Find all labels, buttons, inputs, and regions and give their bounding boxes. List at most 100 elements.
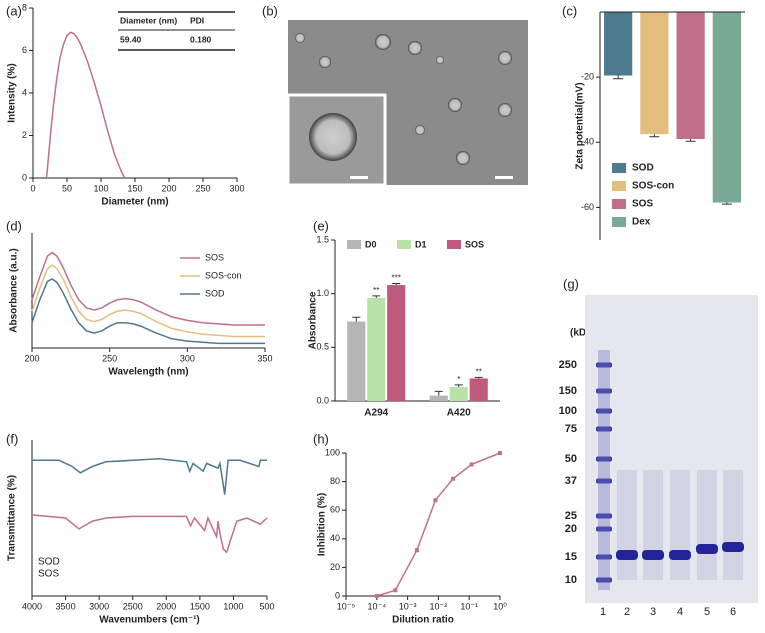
y-tick-label: 1.5	[316, 234, 329, 244]
y-tick-label: 0.0	[316, 395, 329, 405]
legend-swatch	[397, 240, 411, 249]
error-bar	[649, 134, 660, 138]
error-bar	[434, 390, 443, 396]
lane-label: 6	[730, 606, 736, 618]
x-tick-label: 250	[195, 183, 210, 193]
y-tick-label: 100	[325, 447, 340, 457]
panel-label: (b)	[262, 3, 278, 18]
error-bar	[613, 75, 624, 80]
x-tick-label: 10⁻²	[430, 601, 448, 611]
gel-band	[616, 550, 638, 560]
legend-label: D1	[415, 239, 427, 249]
y-tick-label: 0.5	[316, 342, 329, 352]
bar	[429, 395, 448, 401]
tem-image	[286, 20, 528, 187]
gel-band	[642, 550, 664, 560]
x-tick-label: 0	[30, 183, 35, 193]
x-axis-label: Wavelength (nm)	[108, 367, 188, 378]
legend-swatch	[612, 217, 626, 227]
gel-band	[596, 577, 612, 583]
x-tick-label: 10⁻⁵	[337, 601, 356, 611]
legend-swatch	[612, 163, 626, 173]
x-tick-label: 150	[127, 183, 142, 193]
y-tick-label: 0	[22, 172, 27, 182]
x-tick-label: 10⁻³	[399, 601, 417, 611]
error-bar	[352, 316, 361, 322]
significance-label: **	[476, 367, 482, 376]
bar	[640, 12, 669, 135]
gel-band	[596, 456, 612, 462]
y-tick-label: 40	[330, 533, 340, 543]
x-tick-label: 200	[161, 183, 176, 193]
lane-label: 1	[600, 606, 606, 618]
significance-label: ***	[392, 274, 401, 283]
y-tick-label: 4	[22, 87, 27, 97]
data-point	[433, 498, 438, 503]
y-tick-label: 8	[22, 2, 27, 12]
x-tick-label: 100	[93, 183, 108, 193]
x-tick-label: 200	[24, 353, 39, 363]
y-axis-label: Transmittance (%)	[7, 475, 18, 561]
data-line	[31, 264, 265, 338]
x-tick-label: 2000	[156, 601, 176, 611]
bar	[712, 12, 742, 203]
significance-label: *	[457, 375, 460, 384]
legend-label: SOD	[38, 557, 60, 568]
marker-label: 100	[559, 405, 577, 417]
gel-lane	[643, 470, 663, 580]
panel-label: (h)	[313, 431, 329, 446]
bar	[347, 321, 366, 401]
data-point	[374, 594, 379, 598]
data-point	[469, 462, 474, 467]
y-tick-label: -60	[581, 202, 594, 212]
gel-lane	[617, 470, 637, 580]
legend-swatch	[347, 240, 361, 249]
panel-label: (f)	[6, 431, 18, 446]
y-axis-label: Absorbance	[308, 291, 319, 349]
legend-label: Dex	[632, 217, 651, 228]
x-tick-label: 3000	[89, 601, 109, 611]
bar	[676, 12, 705, 140]
panel-label: (a)	[6, 3, 22, 18]
error-bar	[392, 282, 401, 286]
x-axis-label: Dilution ratio	[392, 615, 454, 626]
bar	[603, 12, 633, 76]
gel-band	[596, 388, 612, 394]
legend-label: SOS	[205, 252, 224, 262]
marker-label: 10	[565, 574, 577, 586]
lane-label: 2	[624, 606, 630, 618]
bar	[469, 378, 488, 401]
table-header: Diameter (nm)	[120, 15, 177, 25]
legend-label: SOS	[38, 569, 59, 580]
lane-label: 5	[704, 606, 710, 618]
lane-label: 3	[650, 606, 656, 618]
table-cell: 0.180	[190, 34, 212, 44]
data-point	[414, 548, 419, 553]
marker-label: 20	[565, 523, 577, 535]
x-tick-label: 10⁻⁴	[367, 601, 386, 611]
x-tick-label: A420	[447, 408, 471, 419]
marker-label: 75	[565, 423, 577, 435]
y-tick-label: 20	[330, 562, 340, 572]
legend-swatch	[612, 181, 626, 191]
x-tick-label: 2500	[123, 601, 143, 611]
error-bar	[474, 376, 483, 379]
y-axis-label: Inhibition (%)	[317, 493, 328, 556]
data-point	[498, 451, 502, 455]
data-line	[31, 278, 265, 345]
y-tick-label: 80	[330, 476, 340, 486]
x-tick-label: 4000	[22, 601, 42, 611]
gel-band	[696, 544, 718, 554]
panel-label: (c)	[562, 3, 577, 18]
gel-band	[596, 513, 612, 519]
gel-band	[596, 408, 612, 414]
gel-lane	[598, 350, 610, 590]
legend-label: SOS-con	[632, 181, 674, 192]
y-tick-label: 2	[22, 130, 27, 140]
panel-label: (e)	[313, 218, 329, 233]
gel-lane	[723, 470, 743, 580]
legend-label: SOS	[632, 199, 653, 210]
y-tick-label: 1.0	[316, 288, 329, 298]
legend-label: SOD	[632, 163, 654, 174]
